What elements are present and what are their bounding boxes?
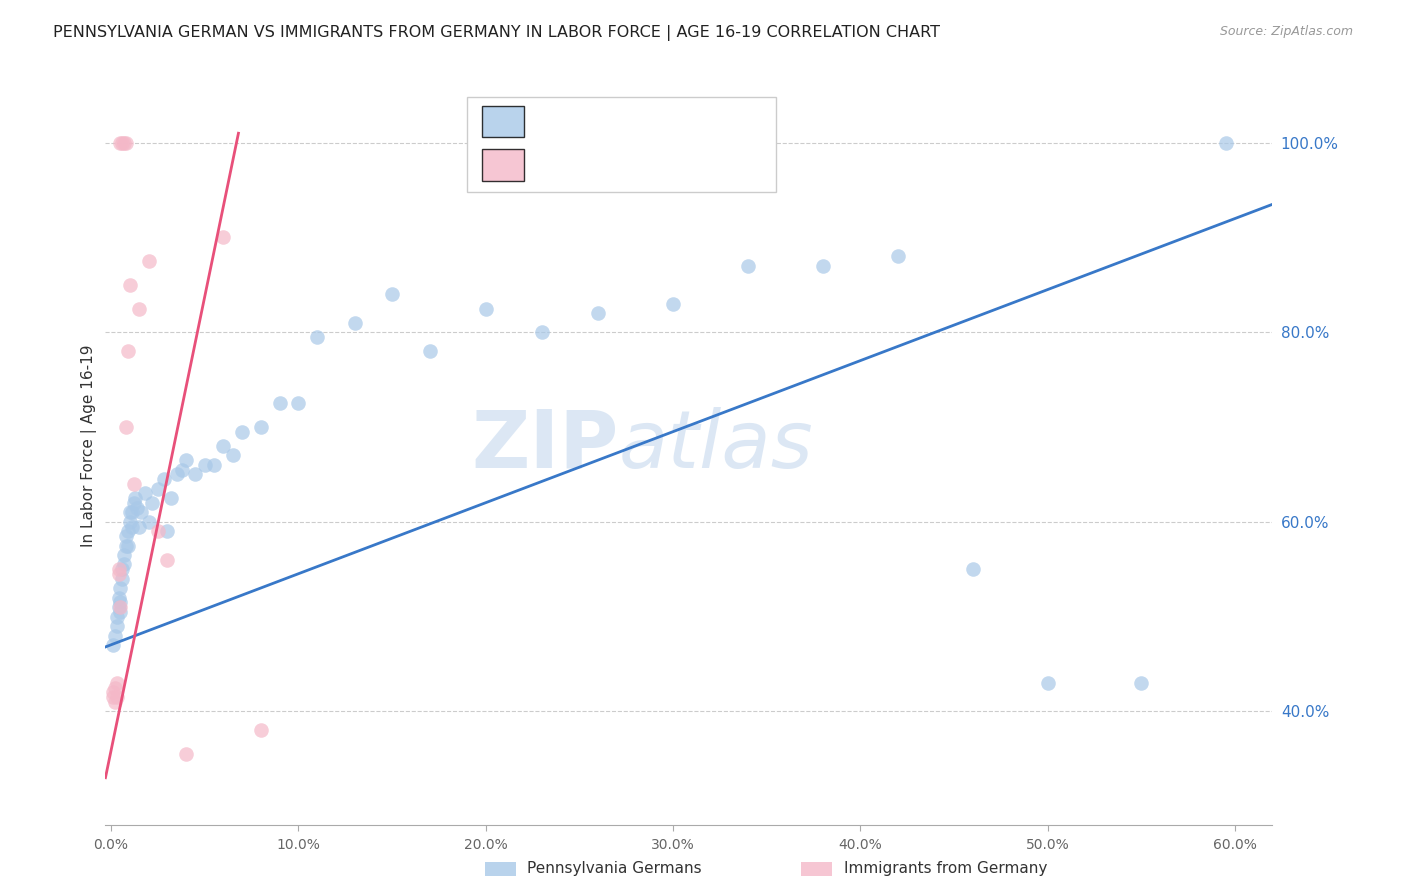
Point bbox=[101, 690, 124, 705]
Point bbox=[112, 558, 135, 572]
Point bbox=[128, 519, 150, 533]
Point bbox=[156, 524, 179, 539]
Point bbox=[156, 553, 179, 567]
Point bbox=[287, 396, 309, 410]
Point bbox=[110, 136, 132, 150]
Point bbox=[250, 420, 273, 434]
Point bbox=[111, 136, 134, 150]
Point bbox=[418, 344, 440, 359]
Point bbox=[737, 259, 759, 273]
Point bbox=[105, 609, 128, 624]
Point bbox=[1215, 136, 1237, 150]
Point bbox=[104, 681, 127, 695]
Point bbox=[110, 595, 132, 609]
Point bbox=[110, 581, 132, 595]
Text: Immigrants from Germany: Immigrants from Germany bbox=[844, 862, 1047, 876]
Point bbox=[212, 230, 235, 244]
Point bbox=[117, 539, 139, 553]
Point bbox=[107, 600, 129, 615]
Point bbox=[112, 548, 135, 562]
Point bbox=[122, 496, 145, 510]
Point bbox=[115, 136, 138, 150]
Point bbox=[152, 472, 174, 486]
Text: ZIP: ZIP bbox=[471, 407, 619, 485]
Point bbox=[212, 439, 235, 453]
Point bbox=[962, 562, 984, 576]
Point bbox=[117, 524, 139, 539]
Point bbox=[128, 301, 150, 316]
Point bbox=[166, 467, 188, 482]
Point bbox=[101, 638, 124, 652]
Point bbox=[307, 330, 329, 344]
Point bbox=[269, 396, 291, 410]
Point bbox=[194, 458, 217, 472]
Point bbox=[343, 316, 366, 330]
Point bbox=[174, 747, 197, 761]
Point bbox=[111, 572, 134, 586]
Point bbox=[146, 524, 169, 539]
Point bbox=[172, 463, 194, 477]
Point bbox=[121, 505, 143, 519]
FancyBboxPatch shape bbox=[467, 97, 776, 192]
Point bbox=[110, 600, 132, 615]
Point bbox=[811, 259, 834, 273]
Point bbox=[887, 250, 910, 264]
Point bbox=[146, 482, 169, 496]
Point bbox=[138, 254, 160, 268]
Point bbox=[115, 529, 138, 543]
Point bbox=[160, 491, 183, 505]
Point bbox=[104, 629, 127, 643]
Text: N = 24: N = 24 bbox=[659, 156, 720, 175]
Point bbox=[104, 695, 127, 709]
Point bbox=[121, 519, 143, 533]
Point bbox=[134, 486, 156, 500]
FancyBboxPatch shape bbox=[482, 149, 524, 180]
Point bbox=[138, 515, 160, 529]
Point bbox=[129, 505, 152, 519]
Point bbox=[222, 449, 245, 463]
Point bbox=[118, 277, 141, 292]
Point bbox=[381, 287, 404, 301]
Point bbox=[105, 676, 128, 690]
Point bbox=[115, 539, 138, 553]
Text: R = 0.553: R = 0.553 bbox=[534, 113, 621, 131]
Point bbox=[111, 562, 134, 576]
Point bbox=[124, 491, 146, 505]
Point bbox=[174, 453, 197, 467]
Text: PENNSYLVANIA GERMAN VS IMMIGRANTS FROM GERMANY IN LABOR FORCE | AGE 16-19 CORREL: PENNSYLVANIA GERMAN VS IMMIGRANTS FROM G… bbox=[53, 25, 941, 41]
Point bbox=[118, 505, 141, 519]
Point bbox=[530, 325, 553, 339]
Point bbox=[127, 500, 149, 515]
Point bbox=[112, 136, 135, 150]
Point bbox=[105, 690, 128, 705]
Text: Source: ZipAtlas.com: Source: ZipAtlas.com bbox=[1219, 25, 1353, 38]
Point bbox=[474, 301, 496, 316]
Point bbox=[107, 591, 129, 605]
Y-axis label: In Labor Force | Age 16-19: In Labor Force | Age 16-19 bbox=[82, 344, 97, 548]
Point bbox=[110, 605, 132, 619]
Text: atlas: atlas bbox=[619, 407, 814, 485]
Text: N = 60: N = 60 bbox=[659, 113, 721, 131]
Point bbox=[1036, 676, 1059, 690]
Text: Pennsylvania Germans: Pennsylvania Germans bbox=[527, 862, 702, 876]
Point bbox=[586, 306, 609, 320]
Point bbox=[105, 619, 128, 633]
Point bbox=[184, 467, 207, 482]
Point bbox=[141, 496, 163, 510]
FancyBboxPatch shape bbox=[482, 105, 524, 137]
Point bbox=[107, 562, 129, 576]
Point bbox=[118, 515, 141, 529]
Point bbox=[231, 425, 253, 439]
Point bbox=[115, 420, 138, 434]
Point bbox=[101, 685, 124, 699]
Text: R = 0.737: R = 0.737 bbox=[534, 156, 621, 175]
Point bbox=[202, 458, 225, 472]
Point bbox=[1130, 676, 1153, 690]
Point bbox=[107, 566, 129, 581]
Point bbox=[117, 344, 139, 359]
Point bbox=[662, 297, 685, 311]
Point bbox=[250, 723, 273, 738]
Point bbox=[122, 476, 145, 491]
